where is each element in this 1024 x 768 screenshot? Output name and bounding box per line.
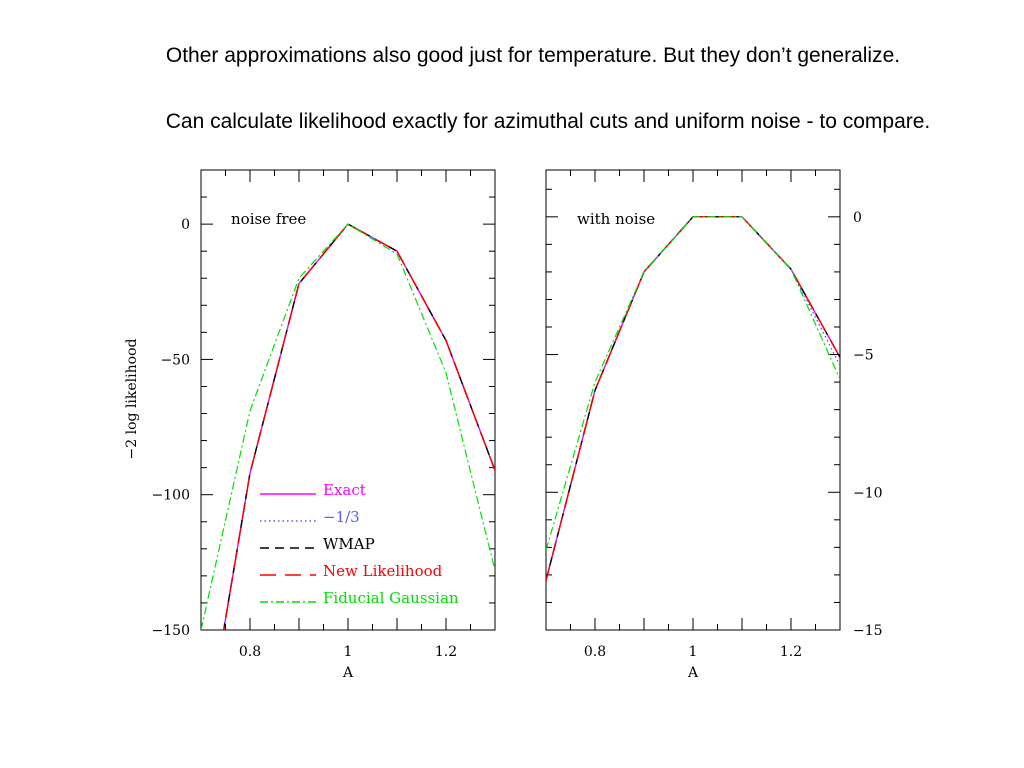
x-tick-label: 1.2 (780, 644, 802, 660)
slide-line-1: Other approximations also good just for … (165, 44, 901, 67)
y-tick-label: −50 (160, 352, 190, 368)
x-tick-label: 0.8 (239, 644, 261, 660)
tick-labels: 0.8 1 1.2 0 −50 −100 −150 (152, 217, 458, 660)
x-tick-label: 1 (344, 644, 353, 660)
y-tick-label: −100 (152, 488, 190, 504)
y-tick-label: 0 (853, 210, 862, 226)
y-tick-label: −15 (853, 623, 883, 639)
y-axis-label: −2 log likelihood (124, 339, 140, 460)
with-noise-panel: 0.8 1 1.2 0 −5 −10 −15 with noise A (545, 169, 883, 681)
x-tick-label: 1.2 (435, 644, 457, 660)
axis-ticks (546, 170, 840, 630)
plot-frame (200, 169, 496, 631)
x-tick-label: 0.8 (584, 644, 606, 660)
x-tick-label: 1 (689, 644, 698, 660)
y-tick-label: 0 (181, 217, 190, 233)
legend-label-fiducial-gaussian: Fiducial Gaussian (323, 589, 459, 607)
y-tick-label: −5 (853, 348, 874, 364)
panel-label: noise free (231, 210, 306, 228)
series-line-fiducial-gaussian (546, 216, 840, 551)
series-line-minus-one-third (546, 216, 840, 581)
legend-label-exact: Exact (323, 481, 366, 499)
tick-labels: 0.8 1 1.2 0 −5 −10 −15 (584, 210, 883, 660)
y-tick-label: −10 (853, 485, 883, 501)
series-line-new-likelihood (222, 223, 495, 630)
x-axis-label: A (342, 665, 354, 681)
x-axis-label: A (687, 665, 699, 681)
legend-label-new-likelihood: New Likelihood (323, 562, 443, 580)
legend-label-minus-one-third: −1/3 (323, 508, 360, 526)
series-group (201, 223, 495, 630)
noise-free-panel: 0.8 1 1.2 0 −50 −100 −150 noise free A −2 log … (124, 169, 496, 681)
series-group (546, 216, 840, 581)
series-line-wmap (546, 216, 840, 581)
slide-line-2: Can calculate likelihood exactly for azi… (165, 110, 931, 133)
series-line-new-likelihood (546, 216, 840, 581)
legend: Exact −1/3 WMAP New Likelihood Fiducial Gaus… (260, 481, 459, 607)
series-line-exact (546, 216, 840, 581)
series-line-fiducial-gaussian (201, 223, 495, 630)
axis-ticks (201, 170, 495, 630)
panel-label: with noise (577, 210, 655, 228)
legend-label-wmap: WMAP (323, 535, 375, 553)
y-tick-label: −150 (152, 623, 190, 639)
